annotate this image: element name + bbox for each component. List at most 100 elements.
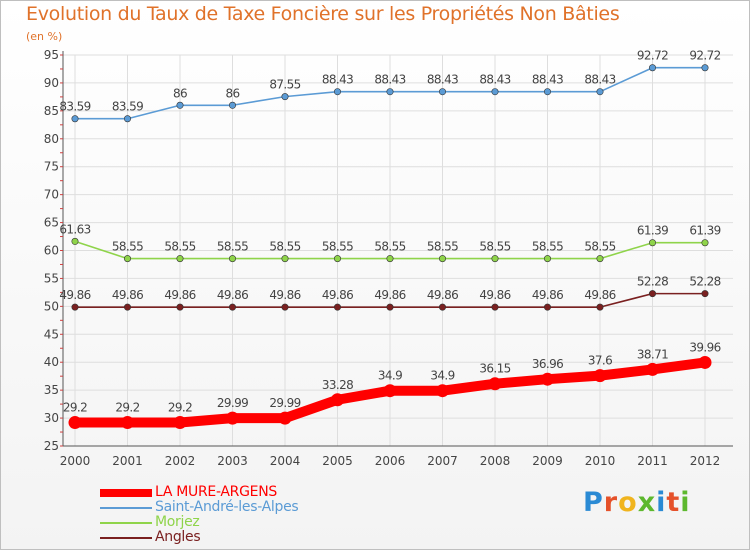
data-point bbox=[386, 303, 394, 311]
data-label: 88.43 bbox=[427, 73, 458, 87]
x-tick-label: 2011 bbox=[637, 454, 668, 468]
data-point bbox=[646, 362, 659, 376]
data-label: 58.55 bbox=[584, 240, 615, 254]
y-tick-label: 70 bbox=[44, 188, 59, 202]
data-label: 49.86 bbox=[427, 288, 458, 302]
data-point bbox=[543, 303, 551, 311]
x-tick-label: 2006 bbox=[375, 454, 406, 468]
data-label: 34.9 bbox=[430, 369, 454, 383]
x-tick-label: 2008 bbox=[480, 454, 511, 468]
data-point bbox=[541, 372, 554, 386]
chart-subtitle: (en %) bbox=[26, 30, 63, 43]
data-point bbox=[701, 64, 709, 72]
legend-item: Morjez bbox=[100, 514, 360, 530]
legend-swatch bbox=[100, 522, 152, 524]
data-point bbox=[121, 416, 134, 430]
data-label: 49.86 bbox=[269, 288, 300, 302]
x-tick-label: 2002 bbox=[165, 454, 196, 468]
y-tick-label: 35 bbox=[44, 383, 59, 397]
data-point bbox=[278, 411, 292, 425]
legend-swatch bbox=[100, 489, 152, 497]
data-label: 49.86 bbox=[59, 288, 90, 302]
data-label: 49.86 bbox=[322, 288, 353, 302]
data-label: 61.39 bbox=[689, 224, 720, 238]
data-label: 49.86 bbox=[479, 288, 510, 302]
logo-letter: i bbox=[680, 487, 691, 518]
data-point bbox=[333, 88, 341, 96]
data-point bbox=[543, 255, 551, 263]
data-point bbox=[438, 88, 446, 96]
data-point bbox=[71, 303, 79, 311]
x-tick-label: 2004 bbox=[270, 454, 301, 468]
data-point bbox=[281, 255, 289, 263]
data-point bbox=[383, 384, 397, 398]
data-point bbox=[281, 303, 289, 311]
data-label: 87.55 bbox=[269, 78, 300, 92]
data-label: 34.9 bbox=[378, 369, 402, 383]
data-label: 38.71 bbox=[637, 347, 668, 361]
data-label: 58.55 bbox=[532, 240, 563, 254]
axes: 25 30 35 40 45 50 55 60 65 70 75 80 85 90 95 2000 2001 20… bbox=[44, 48, 733, 468]
y-tick-label: 40 bbox=[44, 355, 59, 369]
data-point bbox=[701, 239, 709, 247]
data-label: 83.59 bbox=[59, 100, 90, 114]
y-tick-label: 85 bbox=[44, 104, 59, 118]
data-point bbox=[124, 255, 132, 263]
data-label: 61.39 bbox=[637, 224, 668, 238]
data-point bbox=[438, 255, 446, 263]
legend-item: Angles bbox=[100, 529, 360, 545]
data-point bbox=[176, 101, 184, 109]
y-tick-label: 55 bbox=[44, 271, 59, 285]
data-point bbox=[436, 384, 449, 398]
data-label: 49.86 bbox=[164, 288, 195, 302]
data-point bbox=[333, 255, 341, 263]
data-label: 49.86 bbox=[112, 288, 143, 302]
data-label: 88.43 bbox=[374, 73, 405, 87]
data-label: 92.72 bbox=[637, 49, 668, 63]
data-label: 58.55 bbox=[164, 240, 195, 254]
data-label: 58.55 bbox=[374, 240, 405, 254]
x-tick-label: 2005 bbox=[322, 454, 353, 468]
data-point bbox=[648, 64, 656, 72]
proxiti-logo: Proxiti bbox=[583, 487, 691, 518]
y-tick-label: 90 bbox=[44, 76, 59, 90]
data-point bbox=[543, 88, 551, 96]
data-labels: 83.59 83.59 86 86 87.55 88.43 88.43 88.43 88.43 8… bbox=[59, 49, 721, 415]
logo-letter: o bbox=[618, 487, 638, 518]
x-tick-label: 2007 bbox=[427, 454, 458, 468]
data-label: 29.99 bbox=[269, 396, 300, 410]
logo-letter: i bbox=[656, 487, 667, 518]
data-point bbox=[68, 416, 82, 430]
x-tick-label: 2000 bbox=[60, 454, 91, 468]
data-point bbox=[438, 303, 446, 311]
data-label: 58.55 bbox=[217, 240, 248, 254]
chart-title: Evolution du Taux de Taxe Foncière sur l… bbox=[26, 3, 620, 25]
data-point bbox=[596, 255, 604, 263]
data-point bbox=[333, 303, 341, 311]
logo-letter: t bbox=[666, 487, 681, 518]
x-tick-label: 2001 bbox=[112, 454, 143, 468]
data-point bbox=[596, 303, 604, 311]
series-layer bbox=[68, 64, 712, 430]
data-point bbox=[229, 255, 237, 263]
data-label: 49.86 bbox=[217, 288, 248, 302]
y-tick-label: 75 bbox=[44, 160, 59, 174]
data-point bbox=[648, 239, 656, 247]
x-tick-label: 2009 bbox=[532, 454, 563, 468]
data-label: 61.63 bbox=[59, 222, 90, 236]
x-tick-label: 2012 bbox=[690, 454, 721, 468]
data-point bbox=[173, 416, 187, 430]
y-tick-label: 60 bbox=[44, 244, 59, 258]
data-label: 88.43 bbox=[584, 73, 615, 87]
data-label: 49.86 bbox=[532, 288, 563, 302]
data-point bbox=[229, 303, 237, 311]
logo-letter: x bbox=[637, 487, 657, 518]
legend: LA MURE-ARGENS Saint-André-les-Alpes Morje… bbox=[100, 484, 360, 545]
legend-label: LA MURE-ARGENS bbox=[155, 484, 277, 500]
data-label: 58.55 bbox=[112, 240, 143, 254]
data-point bbox=[596, 88, 604, 96]
data-label: 29.2 bbox=[115, 401, 139, 415]
data-label: 58.55 bbox=[269, 240, 300, 254]
data-label: 92.72 bbox=[689, 49, 720, 63]
